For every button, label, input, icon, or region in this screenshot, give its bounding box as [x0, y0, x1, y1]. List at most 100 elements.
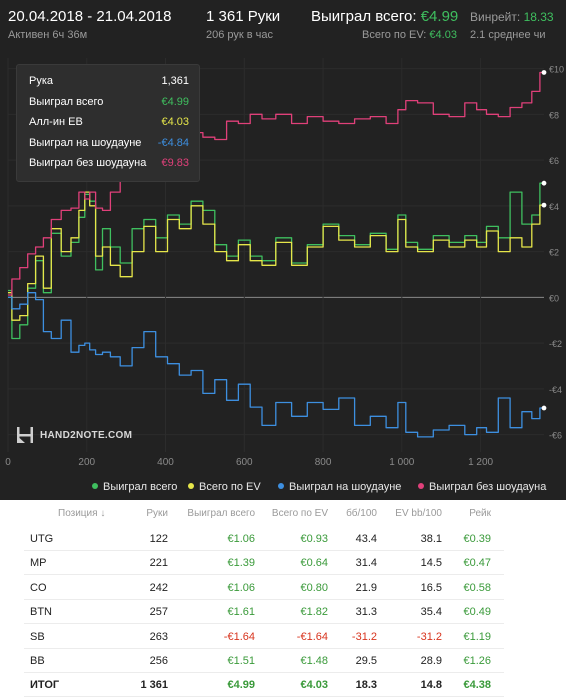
legend-item-showdown[interactable]: Выиграл на шоудауне	[278, 481, 401, 493]
table-cell-rake: €0.39	[463, 533, 491, 545]
legend-dot	[188, 483, 194, 489]
hand2note-logo-icon	[17, 427, 33, 443]
hand2note-logo: HAND2NOTE.COM	[16, 425, 132, 445]
tooltip-row: Выиграл всего €4.99	[29, 96, 189, 114]
series-line-0	[8, 182, 544, 340]
tooltip-row: Выиграл на шоудауне -€4.84	[29, 137, 189, 155]
x-tick-label: 600	[236, 457, 253, 468]
table-cell-evbb: 14.5	[420, 557, 442, 570]
col-header-ev-bb100[interactable]: EV bb/100	[395, 508, 442, 519]
chart-legend: Выиграл всего Всего по EV Выиграл на шоу…	[92, 481, 562, 495]
x-tick-label: 800	[315, 457, 332, 468]
table-cell-hands: 263	[149, 630, 168, 643]
series-line-2	[8, 292, 544, 438]
table-cell-pos: UTG	[30, 533, 54, 545]
tooltip-row: Выиграл без шоудауна €9.83	[29, 157, 189, 175]
table-cell-ev: -€1.64	[296, 630, 328, 643]
winrate: Винрейт: 18.33	[470, 10, 554, 24]
tooltip-value: €4.03	[161, 116, 189, 128]
legend-label: Выиграл всего	[103, 481, 178, 493]
series-endpoint-3	[541, 70, 547, 75]
x-tick-label: 1 000	[389, 457, 414, 468]
won-total-value: €4.99	[420, 8, 459, 25]
chart-tooltip: Рука 1,361 Выиграл всего €4.99 Алл-ин EB €4.0…	[16, 64, 200, 182]
col-header-rake[interactable]: Рейк	[469, 508, 491, 519]
tooltip-label: Выиграл без шоудауна	[29, 157, 147, 169]
won-total-summary: Выиграл всего: €4.99	[311, 8, 458, 25]
total-cell-ev: €4.03	[300, 679, 328, 692]
legend-item-ev-total[interactable]: Всего по EV	[188, 481, 261, 493]
table-cell-evbb: 35.4	[420, 606, 442, 619]
ev-label: Всего по EV:	[362, 29, 427, 41]
total-cell-rake: €4.38	[463, 679, 491, 692]
tooltip-value: €9.83	[161, 157, 189, 169]
table-cell-bb: 31.4	[355, 557, 377, 570]
table-cell-evbb: 28.9	[420, 655, 442, 667]
row-divider	[24, 550, 504, 551]
x-tick-label: 200	[78, 457, 95, 468]
legend-item-non-showdown[interactable]: Выиграл без шоудауна	[418, 481, 546, 493]
y-tick-label: -€2	[549, 339, 562, 349]
row-divider	[24, 696, 504, 698]
y-tick-label: -€4	[549, 385, 562, 395]
col-header-ev-total[interactable]: Всего по EV	[271, 508, 328, 519]
series-endpoint-1	[541, 202, 547, 208]
total-cell-evbb: 14.8	[420, 679, 442, 692]
table-cell-bb: 43.4	[355, 533, 377, 545]
tooltip-value: €4.99	[161, 95, 189, 108]
table-cell-ev: €1.82	[300, 606, 328, 619]
total-cell-hands: 1 361	[140, 679, 168, 692]
row-divider	[24, 623, 504, 625]
hands-count: 1 361 Руки	[206, 8, 281, 25]
legend-item-won-total[interactable]: Выиграл всего	[92, 481, 177, 493]
y-tick-label: €6	[549, 156, 559, 166]
tooltip-row: Рука 1,361	[29, 75, 189, 93]
table-cell-evbb: -31.2	[416, 630, 442, 643]
series-endpoint-0	[541, 180, 547, 186]
table-cell-bb: 21.9	[355, 581, 377, 594]
tooltip-label: Выиграл на шоудауне	[29, 136, 142, 149]
ev-value: €4.03	[429, 29, 457, 41]
col-header-hands[interactable]: Руки	[146, 508, 168, 519]
col-header-position[interactable]: Позиция ↓	[58, 508, 105, 519]
active-time: Активен 6ч 36м	[8, 29, 88, 41]
profit-chart[interactable]: €10 €8 €6 €4 €2 €0 -€2 -€4 -€6 0 200 400 600 800 1 000…	[0, 0, 566, 500]
winrate-value: 18.33	[523, 10, 554, 24]
series-endpoint-2	[541, 405, 547, 411]
series-line-1	[8, 191, 544, 321]
table-cell-hands: 256	[149, 655, 168, 667]
table-cell-bb: -31.2	[351, 630, 377, 643]
table-cell-won: €1.06	[227, 581, 255, 594]
tooltip-value: -€4.84	[157, 136, 189, 149]
series-line-3	[8, 71, 544, 296]
table-cell-ev: €0.93	[300, 533, 328, 545]
hands-per-hour: 206 рук в час	[206, 29, 274, 41]
legend-label: Выиграл на шоудауне	[289, 481, 402, 493]
row-divider	[24, 647, 504, 649]
table-cell-won: €1.51	[227, 655, 255, 667]
legend-dot	[278, 483, 284, 489]
y-tick-label: €0	[549, 293, 559, 303]
table-cell-ev: €0.64	[300, 557, 328, 570]
table-cell-ev: €0.80	[300, 581, 328, 594]
row-divider	[24, 598, 504, 600]
y-tick-label: €2	[549, 248, 559, 258]
table-cell-pos: BB	[30, 655, 45, 667]
table-cell-bb: 31.3	[355, 606, 377, 619]
ev-summary: Всего по EV: €4.03	[362, 29, 457, 41]
col-header-won-total[interactable]: Выиграл всего	[187, 508, 255, 519]
logo-text: HAND2NOTE.COM	[40, 429, 133, 441]
date-range: 20.04.2018 - 21.04.2018	[8, 8, 172, 25]
table-cell-won: €1.06	[227, 533, 255, 545]
total-cell-bb: 18.3	[355, 679, 377, 692]
col-header-position-label: Позиция	[58, 508, 98, 519]
col-header-bb100[interactable]: бб/100	[346, 508, 377, 519]
total-cell-won: €4.99	[227, 679, 255, 692]
tooltip-label: Выиграл всего	[29, 95, 104, 108]
row-divider	[24, 574, 504, 576]
table-cell-ev: €1.48	[300, 655, 328, 667]
tooltip-value: 1,361	[161, 75, 189, 87]
stats-panel: 20.04.2018 - 21.04.2018 Активен 6ч 36м 1…	[0, 0, 566, 500]
total-cell-pos: ИТОГ	[30, 679, 60, 692]
table-cell-bb: 29.5	[355, 655, 377, 667]
